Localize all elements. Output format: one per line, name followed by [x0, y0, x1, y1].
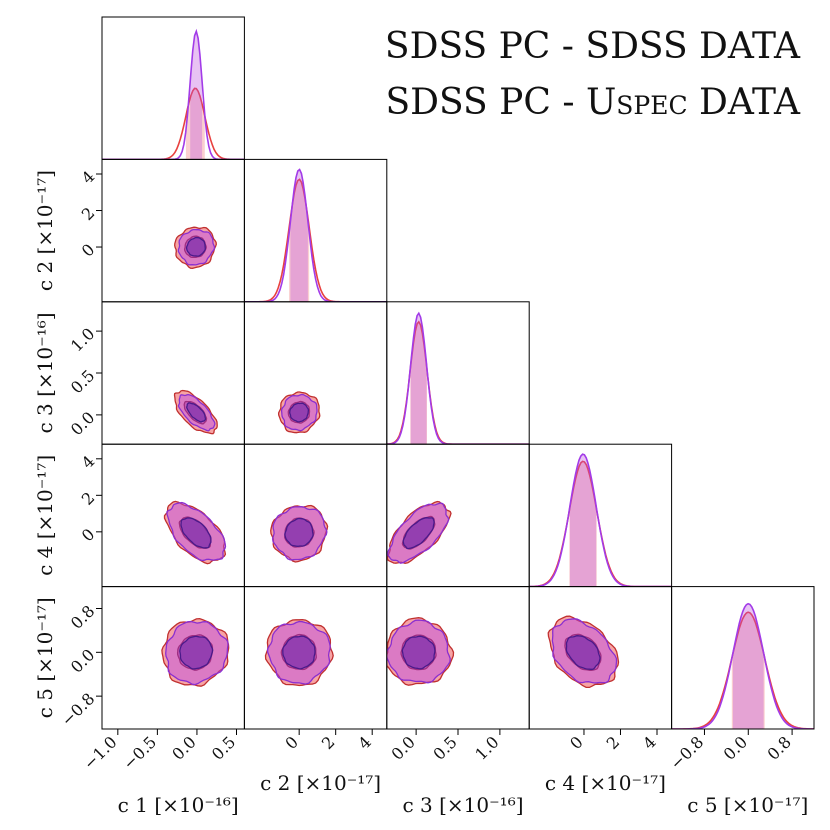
diag-frame-1: [101, 16, 245, 160]
diag-shade-sdss-5: [731, 612, 765, 729]
x-tick-label-3: 0.0: [388, 732, 419, 763]
pair-inner-uspec: [565, 635, 601, 670]
legend: SDSS PC - SDSS DATA SDSS PC - Uspec DATA: [385, 26, 801, 123]
diag-line-sdss-1: [102, 87, 245, 160]
pair-panel-5-1: [161, 617, 230, 687]
pair-inner-uspec: [179, 635, 214, 670]
diag-shade-sdss-3: [410, 321, 427, 445]
legend-entry-uspec: SDSS PC - Uspec DATA: [385, 82, 801, 123]
diag-line-uspec-4: [529, 453, 672, 587]
x-tick-label-5: 0.0: [720, 732, 751, 763]
y-axis-label-3: c 3 [×10⁻¹⁶]: [33, 312, 57, 433]
diag-shade-uspec-5: [732, 603, 764, 729]
x-tick-label-4: 0: [566, 732, 587, 753]
legend-entry-uspec-smallcaps: Uspec: [586, 82, 688, 123]
y-tick-label-5: 0.8: [67, 601, 98, 632]
x-tick-label-1: −1.0: [80, 732, 121, 773]
pair-inner-uspec: [282, 635, 316, 670]
y-tick-label-3: 0.0: [67, 408, 98, 439]
pair-panel-5-4: [547, 615, 620, 689]
x-tick-label-4: 2: [603, 732, 624, 753]
pair-frame-3-1: [101, 301, 245, 445]
pair-inner-uspec: [186, 402, 207, 423]
diag-line-uspec-3: [386, 311, 530, 445]
panels: −1.0−0.5 0.0 0.5c 1 [×10⁻¹⁶]0 2 4c 2 [×10⁻¹⁷…: [33, 16, 815, 817]
pair-inner-uspec: [284, 517, 314, 547]
legend-entry-sdss: SDSS PC - SDSS DATA: [385, 26, 801, 67]
pair-panel-4-2: [270, 504, 329, 563]
x-axis-label-5: c 5 [×10⁻¹⁷]: [687, 793, 808, 817]
diag-shade-uspec-3: [410, 313, 427, 445]
diag-panel-4: [529, 453, 672, 587]
pair-frame-2-1: [101, 158, 245, 303]
y-axis-label-2: c 2 [×10⁻¹⁷]: [33, 170, 57, 291]
pair-panel-3-1: [173, 389, 218, 435]
y-tick-label-2: 2: [78, 203, 99, 224]
pair-panel-4-3: [386, 500, 452, 564]
y-tick-label-3: 0.5: [67, 366, 98, 397]
y-tick-label-3: 1.0: [67, 324, 98, 355]
y-tick-label-5: −0.8: [57, 689, 98, 730]
pair-panel-3-2: [277, 391, 321, 434]
pair-frame-3-2: [243, 301, 388, 445]
pair-panel-4-1: [163, 500, 227, 565]
x-axis-label-2: c 2 [×10⁻¹⁷]: [260, 771, 381, 795]
diag-panel-3: [386, 311, 530, 445]
diag-shade-uspec-4: [569, 454, 597, 587]
pair-inner-uspec: [402, 517, 435, 550]
x-tick-label-2: 4: [354, 732, 375, 753]
diag-shade-sdss-2: [289, 179, 310, 302]
x-tick-label-2: 0: [281, 732, 302, 753]
diag-shade-sdss-1: [185, 88, 205, 160]
legend-entry-uspec-prefix: SDSS PC -: [385, 82, 585, 123]
legend-entry-uspec-suffix: DATA: [688, 82, 801, 123]
diag-line-uspec-1: [102, 28, 245, 160]
x-axis-label-3: c 3 [×10⁻¹⁶]: [402, 793, 523, 817]
pair-panel-5-3: [386, 617, 455, 686]
y-tick-label-2: 4: [78, 167, 99, 188]
x-tick-label-5: −0.8: [666, 732, 707, 773]
diag-line-sdss-4: [529, 460, 672, 587]
pair-inner-uspec: [401, 635, 436, 670]
x-tick-label-4: 4: [639, 732, 660, 753]
x-tick-label-3: 1.0: [471, 732, 502, 763]
pair-frame-5-4: [528, 586, 673, 730]
y-tick-label-5: 0.0: [67, 645, 98, 676]
diag-panel-1: [102, 28, 245, 160]
y-tick-label-4: 2: [78, 488, 99, 509]
y-axis-label-4: c 4 [×10⁻¹⁷]: [33, 455, 57, 576]
y-tick-label-4: 4: [78, 452, 99, 473]
y-tick-label-2: 0: [78, 240, 99, 261]
pair-inner-uspec: [185, 236, 206, 257]
x-tick-label-1: 0.0: [168, 732, 199, 763]
x-axis-label-1: c 1 [×10⁻¹⁶]: [118, 793, 239, 817]
y-axis-label-5: c 5 [×10⁻¹⁷]: [33, 597, 57, 718]
diag-line-sdss-2: [244, 178, 387, 302]
diag-panel-2: [244, 168, 387, 302]
diag-panel-5: [671, 602, 814, 729]
pair-inner-uspec: [289, 402, 310, 423]
x-tick-label-5: 0.8: [763, 732, 794, 763]
y-tick-label-4: 0: [78, 525, 99, 546]
diag-frame-3: [386, 301, 530, 445]
pair-inner-uspec: [180, 517, 212, 549]
pair-panel-5-2: [264, 618, 334, 687]
diag-shade-uspec-1: [190, 31, 203, 160]
x-tick-label-2: 2: [318, 732, 339, 753]
diag-frame-4: [528, 443, 673, 588]
pair-panel-2-1: [174, 226, 217, 269]
x-tick-label-1: 0.5: [208, 732, 239, 763]
diag-shade-uspec-2: [290, 169, 308, 302]
diag-shade-sdss-4: [569, 461, 597, 587]
diag-line-uspec-2: [244, 168, 387, 302]
x-axis-label-4: c 4 [×10⁻¹⁷]: [545, 771, 666, 795]
x-tick-label-3: 0.5: [429, 732, 460, 763]
x-tick-label-1: −0.5: [119, 732, 160, 773]
